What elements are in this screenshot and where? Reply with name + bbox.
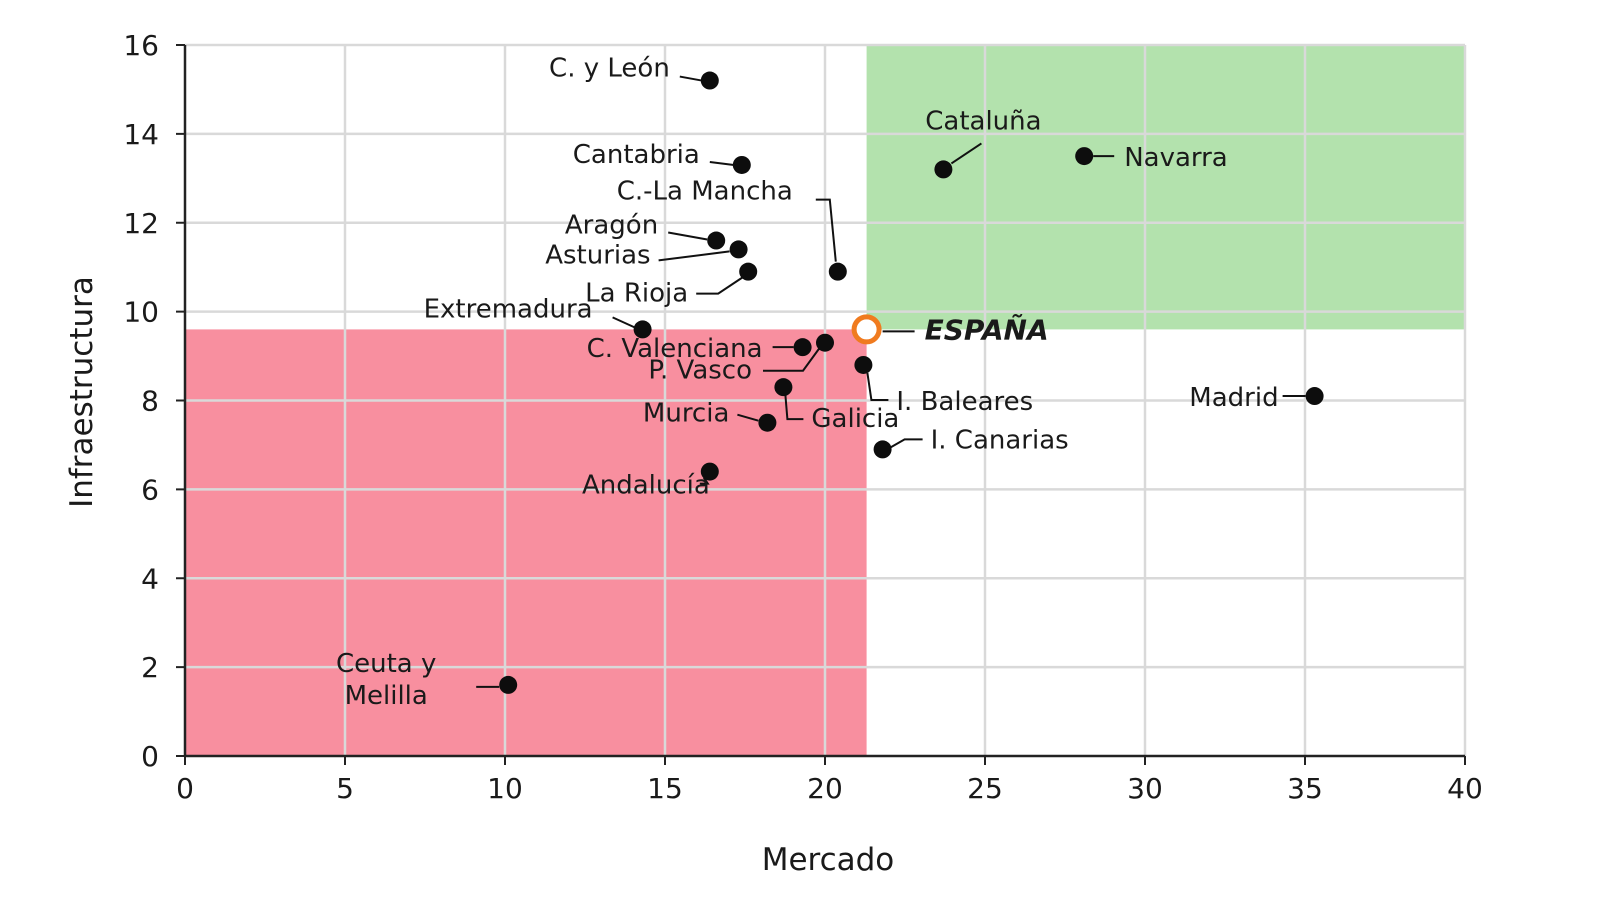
label-leader-line: [612, 316, 636, 329]
data-point: [1075, 147, 1094, 166]
label-leader-line: [679, 75, 702, 82]
point-label: Cantabria: [573, 140, 700, 170]
label-leaders: [476, 75, 1306, 688]
point-label: Andalucía: [582, 471, 710, 501]
data-point: [873, 440, 892, 459]
reference-label: ESPAÑA: [925, 312, 1049, 346]
data-point: [854, 355, 873, 374]
point-label: Galicia: [811, 404, 899, 434]
data-point: [828, 262, 847, 281]
label-leader-line: [866, 372, 889, 401]
label-leader-line: [815, 198, 837, 262]
label-leader-line: [699, 477, 710, 485]
region-low: [185, 329, 867, 756]
label-leader-line: [737, 413, 759, 422]
x-tick-label: 30: [1127, 772, 1163, 805]
x-tick-label: 0: [176, 772, 194, 805]
point-label: Navarra: [1124, 143, 1228, 173]
y-tick-label: 6: [141, 473, 159, 506]
data-point: [934, 160, 953, 179]
x-axis-title: Mercado: [762, 842, 895, 878]
data-point: [739, 262, 758, 281]
point-labels: C. y León Cantabria Cataluña Navarra C.-La M…: [336, 54, 1279, 711]
data-point: [732, 155, 751, 174]
y-tick-label: 2: [141, 651, 159, 684]
data-point: [633, 320, 652, 339]
y-tick-label: 8: [141, 385, 159, 418]
data-point: [774, 378, 793, 397]
x-tick-label: 40: [1447, 772, 1483, 805]
x-tick-label: 20: [807, 772, 843, 805]
y-tick-label: 16: [123, 29, 159, 62]
point-label: I. Canarias: [931, 425, 1069, 455]
point-label-line: Melilla: [345, 681, 428, 711]
data-point: [793, 338, 812, 357]
data-points: [499, 71, 1324, 694]
x-tick-label: 35: [1287, 772, 1323, 805]
label-leader-line: [658, 250, 730, 262]
data-point: [700, 71, 719, 90]
point-label: Murcia: [643, 399, 729, 429]
gridlines: [185, 43, 1467, 756]
data-point: [758, 413, 777, 432]
label-leader-line: [890, 438, 923, 449]
reference-point: [851, 314, 882, 345]
data-point: [1305, 387, 1324, 406]
point-label: Extremadura: [424, 294, 593, 324]
point-label: C.-La Mancha: [617, 177, 793, 207]
x-tick-label: 25: [967, 772, 1003, 805]
data-point: [729, 240, 748, 259]
point-label: C. Valenciana: [587, 334, 763, 364]
x-tick-label: 15: [647, 772, 683, 805]
point-label: La Rioja: [585, 279, 688, 309]
label-leader-line: [950, 142, 982, 165]
y-tick-label: 10: [123, 296, 159, 329]
y-axis-title: Infraestructura: [64, 276, 100, 508]
y-tick-label: 14: [123, 118, 159, 151]
region-high: [866, 45, 1465, 330]
label-leader-line: [763, 348, 820, 372]
point-label: C. y León: [549, 54, 670, 84]
label-leader-line: [668, 231, 708, 241]
point-label: I. Baleares: [896, 387, 1033, 417]
data-point: [499, 675, 518, 694]
point-label: Madrid: [1189, 383, 1278, 413]
point-label: Cataluña: [925, 106, 1041, 136]
point-label: Asturias: [545, 240, 650, 270]
label-leader-line: [784, 395, 804, 421]
x-tick-label: 5: [336, 772, 354, 805]
data-point: [707, 231, 726, 250]
data-point: [816, 333, 834, 352]
point-label-line: Ceuta y: [336, 649, 436, 679]
data-point: [700, 462, 719, 481]
y-tick-label: 4: [141, 562, 159, 595]
point-label: Ceuta y Melilla: [336, 649, 436, 711]
label-leader-line: [709, 160, 734, 166]
point-label: P. Vasco: [648, 356, 752, 386]
axes: 0 5 10 15 20 25 30 35 40 0 2 4 6 8 10 12 14 16: [123, 29, 1482, 805]
y-tick-label: 0: [141, 740, 159, 773]
y-tick-label: 12: [123, 207, 159, 240]
label-leader-line: [696, 276, 743, 295]
point-label: Aragón: [565, 211, 658, 241]
x-tick-label: 10: [487, 772, 523, 805]
